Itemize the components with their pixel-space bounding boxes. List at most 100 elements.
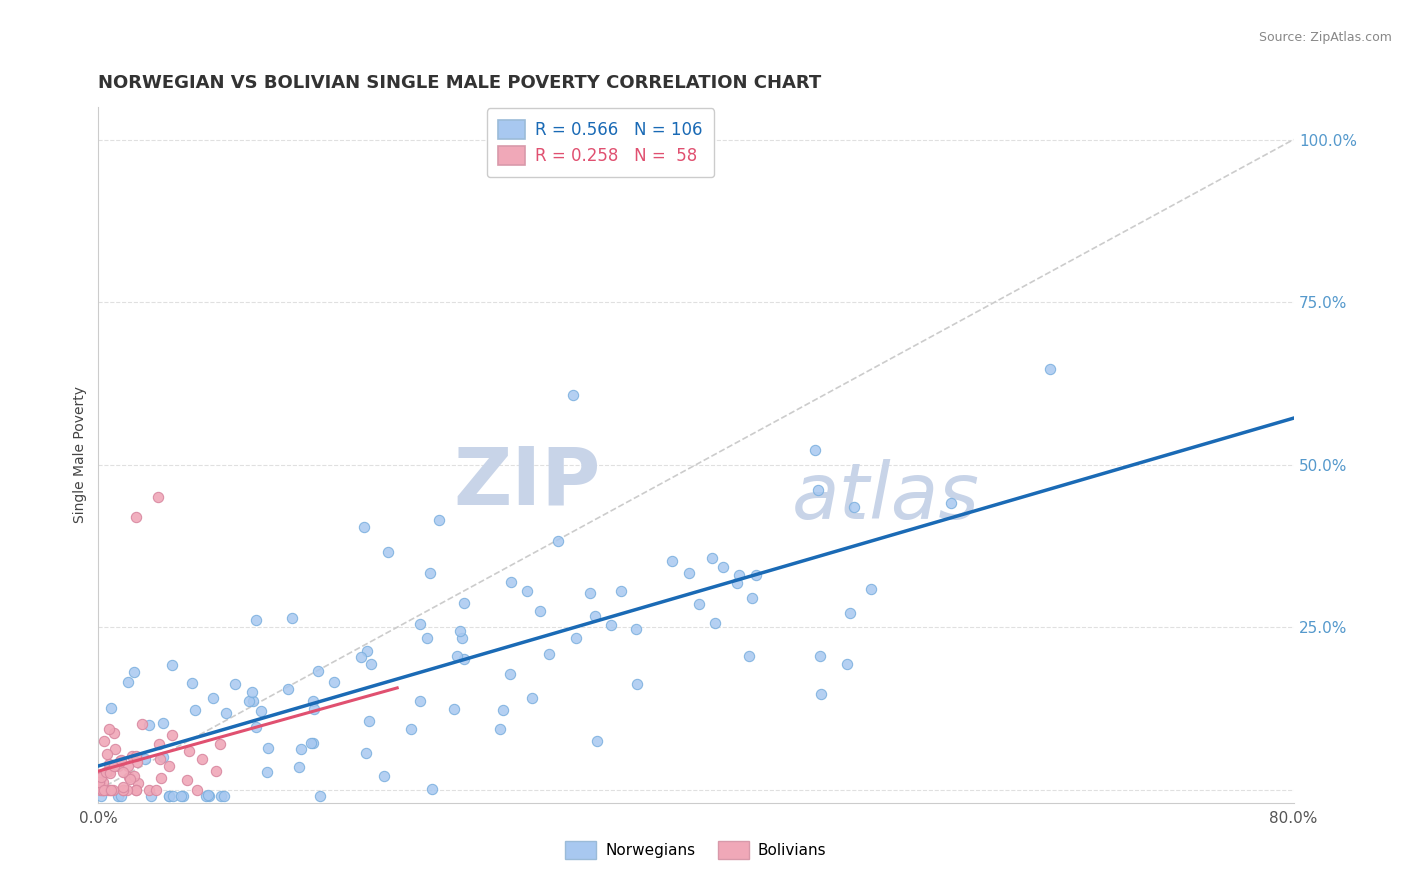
Point: [245, 720, 267, 734]
Point: [103, 726, 125, 740]
Point: [835, 657, 858, 672]
Point: [215, 706, 238, 720]
Point: [98, 782, 121, 797]
Point: [238, 694, 260, 708]
Text: Source: ZipAtlas.com: Source: ZipAtlas.com: [1258, 31, 1392, 45]
Point: [302, 693, 325, 707]
Point: [93, 782, 115, 797]
Point: [420, 782, 443, 797]
Point: [101, 758, 124, 772]
Point: [725, 575, 748, 590]
Point: [180, 676, 202, 690]
Point: [205, 764, 228, 778]
Point: [91, 774, 114, 789]
Point: [810, 687, 832, 701]
Point: [138, 718, 160, 732]
Point: [162, 789, 184, 804]
Point: [256, 764, 278, 779]
Point: [501, 575, 523, 590]
Point: [117, 759, 139, 773]
Point: [301, 735, 323, 749]
Point: [529, 604, 551, 618]
Point: [307, 664, 329, 678]
Point: [107, 759, 129, 773]
Point: [741, 591, 763, 606]
Point: [537, 647, 560, 661]
Point: [299, 736, 322, 750]
Point: [353, 520, 375, 534]
Point: [844, 500, 866, 514]
Point: [194, 789, 217, 804]
Point: [89, 782, 111, 797]
Point: [96, 747, 118, 761]
Point: [124, 769, 146, 783]
Point: [117, 674, 139, 689]
Point: [122, 665, 145, 680]
Point: [118, 770, 141, 784]
Point: [626, 677, 648, 691]
Point: [90, 770, 112, 784]
Point: [350, 650, 373, 665]
Point: [807, 483, 830, 497]
Point: [125, 749, 148, 764]
Point: [104, 742, 127, 756]
Point: [162, 658, 184, 673]
Point: [808, 649, 831, 664]
Point: [152, 749, 174, 764]
Point: [600, 617, 623, 632]
Point: [1039, 362, 1062, 376]
Point: [157, 759, 180, 773]
Point: [499, 666, 522, 681]
Point: [93, 734, 115, 748]
Point: [110, 789, 132, 804]
Point: [419, 566, 441, 580]
Point: [159, 789, 181, 804]
Point: [488, 722, 510, 736]
Point: [112, 782, 135, 797]
Point: [112, 780, 135, 794]
Point: [453, 596, 475, 610]
Point: [443, 701, 465, 715]
Point: [377, 544, 399, 558]
Point: [399, 722, 422, 736]
Point: [700, 550, 723, 565]
Point: [304, 701, 326, 715]
Point: [121, 749, 143, 764]
Point: [149, 752, 172, 766]
Point: [183, 703, 205, 717]
Point: [176, 772, 198, 787]
Point: [186, 782, 208, 797]
Point: [579, 586, 602, 600]
Point: [139, 789, 162, 804]
Point: [103, 758, 125, 772]
Point: [309, 789, 332, 804]
Text: NORWEGIAN VS BOLIVIAN SINGLE MALE POVERTY CORRELATION CHART: NORWEGIAN VS BOLIVIAN SINGLE MALE POVERT…: [98, 74, 821, 92]
Point: [610, 584, 633, 599]
Point: [90, 789, 112, 804]
Point: [804, 442, 827, 457]
Point: [124, 782, 146, 797]
Point: [209, 737, 232, 751]
Point: [453, 652, 475, 666]
Point: [91, 782, 114, 797]
Point: [409, 617, 432, 632]
Point: [98, 722, 121, 736]
Point: [212, 789, 235, 804]
Point: [678, 566, 700, 581]
Point: [450, 631, 472, 645]
Point: [110, 755, 132, 769]
Point: [131, 716, 153, 731]
Point: [516, 584, 538, 599]
Point: [170, 789, 193, 804]
Point: [110, 753, 132, 767]
Point: [160, 728, 183, 742]
Point: [446, 648, 468, 663]
Text: atlas: atlas: [792, 458, 980, 534]
Point: [242, 685, 264, 699]
Point: [242, 694, 264, 708]
Point: [111, 765, 134, 780]
Point: [941, 496, 963, 510]
Point: [107, 789, 129, 804]
Point: [520, 690, 543, 705]
Point: [249, 705, 271, 719]
